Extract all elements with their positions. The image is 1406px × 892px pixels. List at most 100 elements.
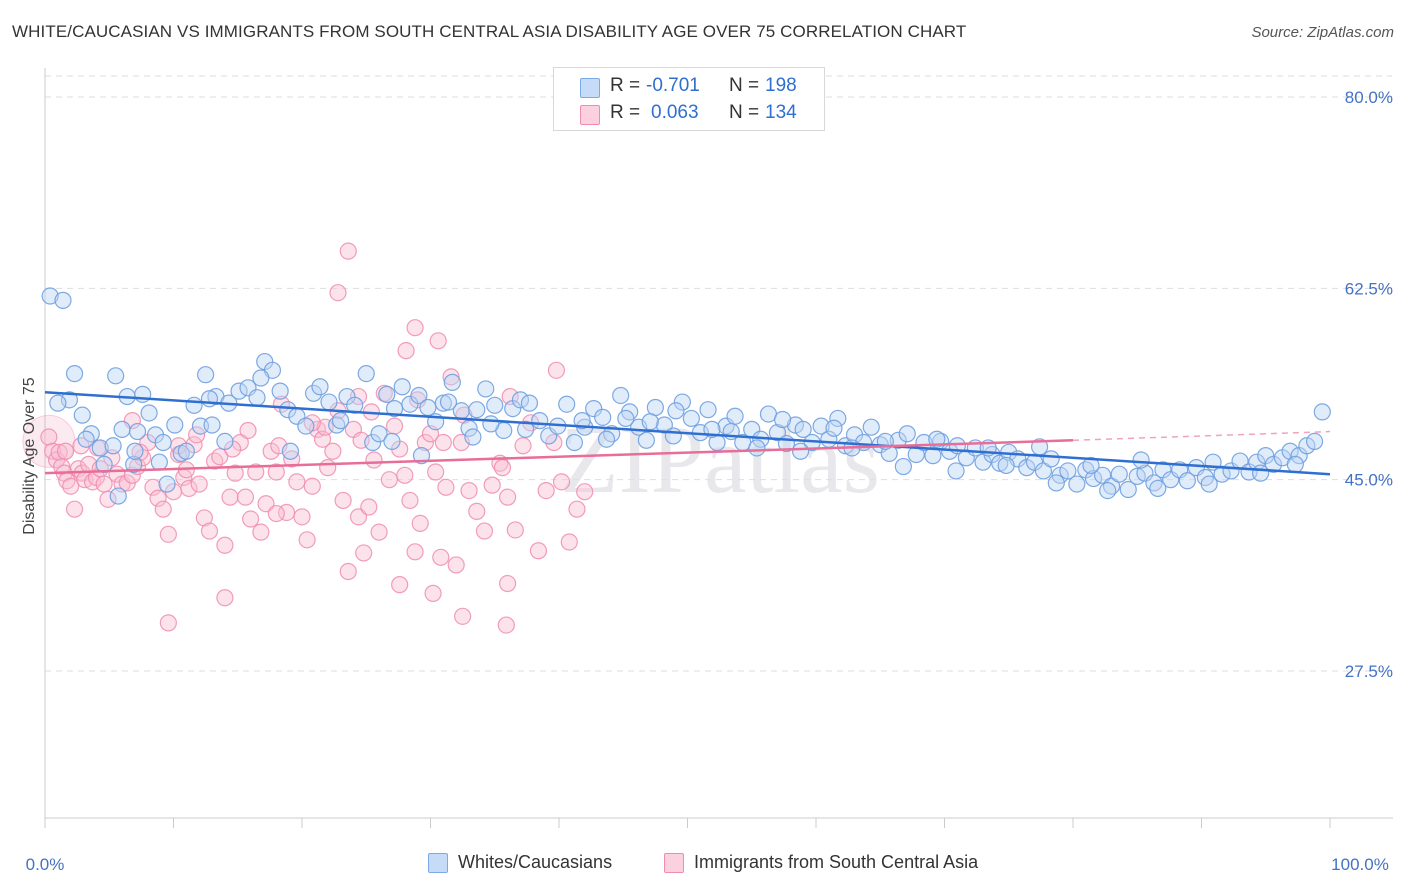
blue-point bbox=[1110, 465, 1128, 483]
pink-point bbox=[288, 473, 306, 491]
blue-point bbox=[252, 369, 270, 387]
blue-point bbox=[434, 394, 452, 412]
blue-point bbox=[1264, 455, 1283, 473]
legend-r-label: R = bbox=[610, 102, 641, 123]
blue-point bbox=[216, 432, 234, 450]
blue-point bbox=[637, 431, 655, 449]
blue-point bbox=[65, 365, 84, 383]
blue-point bbox=[482, 415, 500, 433]
blue-point bbox=[197, 366, 215, 384]
pink-point bbox=[334, 491, 352, 510]
x-tick-label-min: 0.0% bbox=[26, 855, 65, 874]
blue-point bbox=[126, 442, 144, 460]
legend-label-whites: Whites/Caucasians bbox=[458, 852, 613, 872]
legend-row-immigrants: R = 0.063 N = 134 bbox=[554, 102, 824, 128]
blue-point bbox=[1034, 462, 1053, 480]
blue-point bbox=[531, 412, 549, 430]
blue-point bbox=[77, 430, 95, 448]
legend-r-label: R = bbox=[610, 75, 641, 96]
pink-point bbox=[211, 448, 229, 466]
blue-point bbox=[898, 425, 916, 443]
y-tick-label: 27.5% bbox=[1345, 662, 1393, 681]
blue-point bbox=[107, 367, 125, 385]
blue-point bbox=[667, 402, 685, 420]
pink-point bbox=[99, 490, 117, 508]
pink-point bbox=[416, 433, 434, 452]
pink-point bbox=[319, 459, 337, 477]
pink-point bbox=[144, 478, 162, 496]
blue-point bbox=[1281, 442, 1299, 460]
pink-point bbox=[293, 508, 311, 526]
blue-point bbox=[443, 373, 461, 391]
legend-n-value: 134 bbox=[765, 102, 797, 123]
pink-point bbox=[236, 488, 255, 506]
pink-point bbox=[454, 607, 472, 625]
tick-labels: 80.0% 62.5% 45.0% 27.5% 0.0% 100.0% bbox=[26, 88, 1393, 874]
blue-point bbox=[617, 409, 635, 428]
blue-point bbox=[91, 439, 109, 457]
blue-point bbox=[385, 400, 404, 418]
blue-series-points bbox=[41, 287, 1331, 505]
legend-label-immigrants: Immigrants from South Central Asia bbox=[694, 852, 979, 872]
pink-point bbox=[411, 514, 429, 533]
blue-point bbox=[1082, 456, 1100, 475]
blue-point bbox=[597, 430, 616, 448]
blue-point bbox=[248, 389, 266, 407]
blue-point bbox=[646, 398, 664, 417]
pink-point bbox=[547, 361, 566, 379]
blue-point bbox=[594, 408, 612, 426]
pink-point bbox=[56, 442, 75, 460]
blue-point bbox=[699, 401, 717, 419]
blue-point bbox=[516, 420, 535, 438]
pink-point bbox=[159, 614, 177, 632]
blue-point bbox=[378, 385, 396, 403]
legend-swatch-blue bbox=[428, 853, 448, 873]
pink-point bbox=[468, 502, 486, 520]
blue-point bbox=[113, 420, 131, 438]
blue-point bbox=[829, 409, 847, 428]
blue-point bbox=[825, 419, 843, 437]
blue-point bbox=[1132, 451, 1150, 469]
pink-point bbox=[499, 574, 517, 593]
blue-point bbox=[997, 456, 1015, 475]
blue-point bbox=[1286, 455, 1304, 473]
blue-point bbox=[1119, 480, 1137, 499]
pink-point bbox=[267, 463, 285, 481]
pink-point bbox=[149, 489, 167, 507]
blue-point bbox=[320, 393, 338, 411]
blue-point bbox=[791, 442, 810, 460]
pink-point bbox=[267, 504, 285, 523]
blue-point bbox=[794, 420, 812, 438]
y-tick-label: 62.5% bbox=[1345, 279, 1393, 298]
blue-point bbox=[311, 378, 329, 396]
pink-point bbox=[216, 589, 234, 607]
pink-point bbox=[493, 459, 512, 477]
blue-point bbox=[331, 412, 350, 430]
pink-point bbox=[406, 319, 424, 337]
grid-lines bbox=[45, 75, 1392, 672]
pink-point bbox=[552, 473, 571, 491]
pink-point bbox=[239, 421, 257, 440]
legend-n-value: 198 bbox=[765, 75, 797, 96]
pink-point bbox=[324, 442, 342, 460]
pink-point bbox=[40, 428, 58, 446]
blue-point bbox=[1305, 432, 1324, 450]
pink-point bbox=[391, 576, 409, 594]
blue-point bbox=[612, 386, 630, 405]
pink-point bbox=[385, 417, 404, 435]
blue-point bbox=[200, 390, 219, 408]
blue-point bbox=[1178, 472, 1196, 490]
blue-point bbox=[664, 427, 682, 445]
blue-point bbox=[915, 433, 933, 452]
blue-point bbox=[558, 395, 576, 413]
blue-point bbox=[158, 475, 176, 493]
blue-point bbox=[412, 447, 431, 465]
blue-point bbox=[1200, 475, 1218, 493]
source-label: Source: ZipAtlas.com bbox=[1251, 24, 1394, 41]
y-tick-label: 80.0% bbox=[1345, 88, 1393, 107]
blue-point bbox=[364, 433, 382, 452]
pink-point bbox=[514, 437, 532, 455]
blue-point bbox=[230, 382, 248, 400]
pink-point bbox=[576, 483, 594, 501]
legend-swatch-pink bbox=[580, 105, 600, 125]
